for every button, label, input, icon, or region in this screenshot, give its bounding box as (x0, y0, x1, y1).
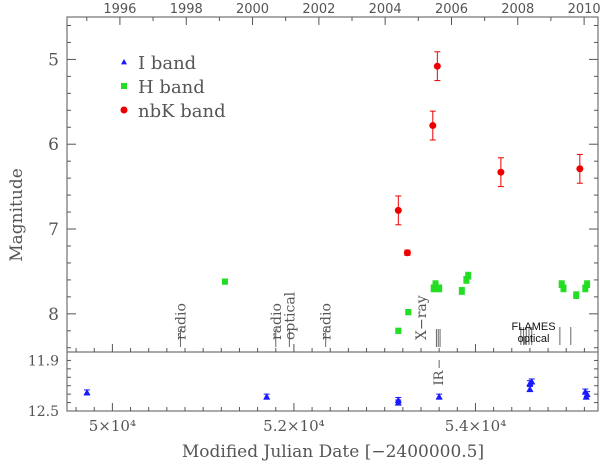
h-band-point (432, 281, 439, 288)
upper-y-tick-label: 8 (48, 305, 59, 325)
h-band-point (463, 276, 470, 283)
legend-label: I band (138, 53, 196, 74)
annotation-label: IR (432, 369, 447, 385)
nbk-band-point (394, 206, 402, 214)
h-band-point (573, 292, 580, 299)
h-band-point (582, 285, 589, 292)
h-band-point (430, 285, 437, 292)
i-band-point (263, 393, 271, 400)
annotation-label: radio (269, 303, 285, 340)
upper-y-tick-label: 5 (48, 50, 59, 70)
x-axis-label: Modified Julian Date [−2400000.5] (182, 442, 484, 462)
upper-y-tick-label: 6 (48, 135, 59, 155)
legend-label: nbK band (138, 101, 226, 122)
annotation-label: X−ray (414, 295, 430, 340)
annotation-label: optical (282, 291, 298, 340)
annotation-label: radio (319, 303, 335, 340)
nbk-band-point (576, 165, 584, 173)
i-band-point (526, 385, 534, 392)
h-band-point (405, 309, 412, 316)
bottom-tick-label: 5×10⁴ (89, 417, 136, 435)
i-band-point (83, 388, 91, 396)
lower-y-tick-label: 12.5 (28, 404, 59, 420)
i-band-point (583, 390, 591, 397)
nbk-band-point (403, 249, 411, 257)
h-band-point (436, 285, 443, 292)
legend: I band H band nbK band (120, 53, 226, 122)
h-band-point (560, 285, 567, 292)
top-tick-label: 2002 (302, 2, 335, 17)
i-band-point (528, 378, 536, 385)
h-band-point (395, 327, 402, 334)
h-band-point (458, 287, 465, 294)
nbk-band-point (497, 168, 505, 176)
top-tick-label: 2010 (568, 2, 600, 17)
legend-marker (121, 83, 127, 89)
annotation-label: radio (173, 303, 189, 340)
nbk-band-point (429, 122, 437, 130)
h-band-point (558, 281, 565, 288)
i-band-point (394, 399, 402, 406)
plot-frame (66, 16, 599, 412)
top-tick-label: 2004 (369, 2, 402, 17)
annotation-label: optical (518, 333, 550, 345)
bottom-tick-label: 5.4×10⁴ (445, 417, 507, 435)
top-tick-label: 2006 (435, 2, 468, 17)
axis-ticks: 1996 1998 2000 2002 2004 2006 2008 2010 5×10⁴ 5.2… (28, 2, 600, 435)
h-band-point (465, 272, 472, 279)
legend-marker (121, 59, 127, 65)
lower-y-tick-label: 11.9 (28, 353, 59, 369)
i-band-point (435, 393, 443, 400)
h-band-point (221, 278, 228, 285)
h-band-point (584, 281, 591, 288)
lower-panel-frame (66, 351, 599, 412)
top-tick-label: 1996 (103, 2, 136, 17)
legend-label: H band (138, 77, 205, 98)
data-marks (83, 51, 591, 406)
y-axis-label: Magnitude (7, 168, 27, 262)
bottom-tick-label: 5.2×10⁴ (263, 417, 325, 435)
top-tick-label: 1998 (170, 2, 203, 17)
top-tick-label: 2000 (236, 2, 269, 17)
annotation-label: FLAMES (512, 321, 556, 333)
nbk-band-point (433, 62, 441, 70)
upper-y-tick-label: 7 (48, 220, 59, 240)
legend-marker (120, 106, 128, 114)
top-tick-label: 2008 (501, 2, 534, 17)
